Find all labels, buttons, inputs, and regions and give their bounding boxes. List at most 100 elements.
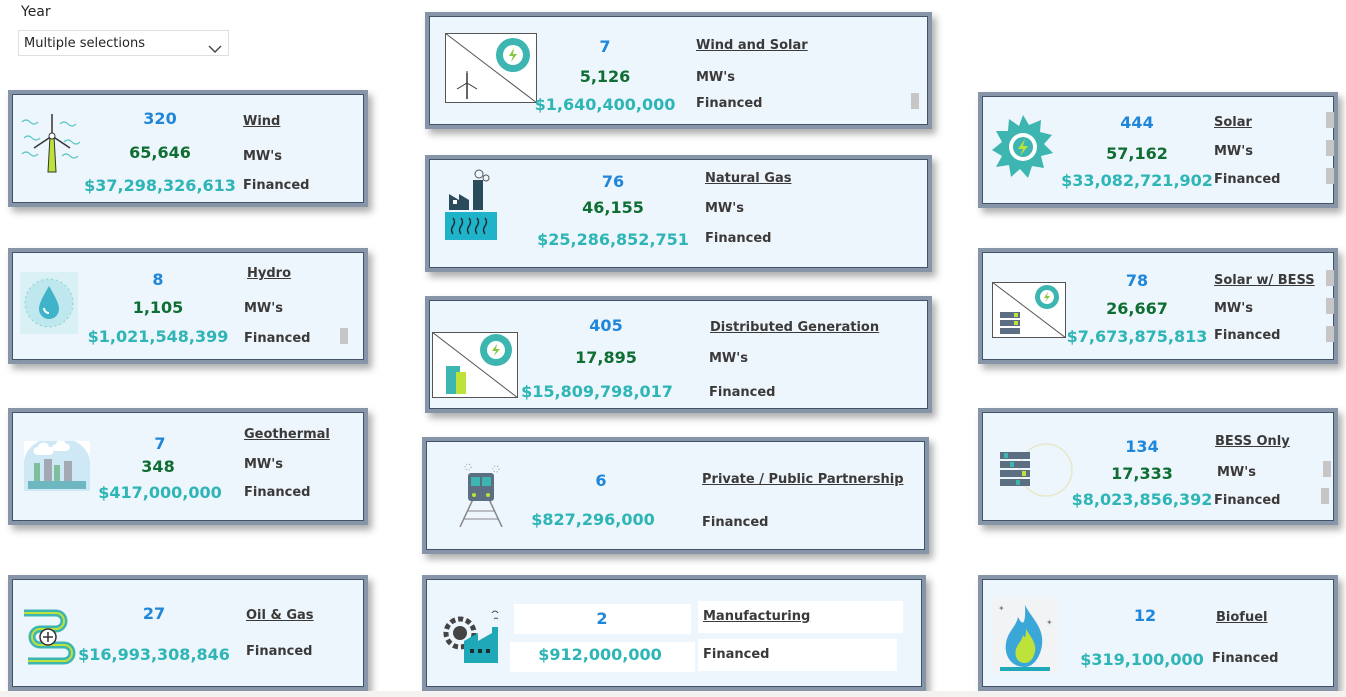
water-drop-icon	[20, 272, 78, 334]
card-distributed-generation[interactable]: 405 17,895 $15,809,798,017 Distributed G…	[425, 296, 932, 413]
solar-bess-mw-label: MW's	[1214, 301, 1253, 316]
card-biofuel[interactable]: ✦ ✦ 12 $319,100,000 Biofuel Financed	[978, 575, 1338, 691]
ppp-amount: $827,296,000	[531, 510, 655, 529]
bess-mw: 17,333	[1111, 464, 1173, 483]
wind-financed-label: Financed	[243, 178, 310, 193]
hydro-title: Hydro	[247, 266, 292, 281]
solar-bess-title: Solar w/ BESS	[1214, 273, 1315, 288]
geothermal-plant-icon	[24, 441, 90, 491]
oil-gas-title: Oil & Gas	[246, 608, 314, 623]
solar-mw: 57,162	[1106, 144, 1168, 163]
wind-turbine-icon	[20, 108, 84, 174]
biofuel-title: Biofuel	[1216, 610, 1268, 625]
chevron-down-icon[interactable]	[208, 38, 222, 53]
distributed-mw: 17,895	[575, 348, 637, 367]
distributed-title: Distributed Generation	[710, 320, 880, 335]
wind-amount: $37,298,326,613	[84, 176, 236, 195]
solar-financed-label: Financed	[1214, 172, 1281, 187]
solar-scrollbar-2[interactable]	[1326, 140, 1334, 156]
solar-bess-amount: $7,673,875,813	[1066, 327, 1208, 346]
wind-solar-icon	[445, 33, 537, 103]
manufacturing-count: 2	[596, 609, 608, 628]
ppp-title: Private / Public Partnership	[702, 472, 904, 487]
manufacturing-title-box	[698, 601, 903, 633]
wind-solar-financed-label: Financed	[696, 96, 763, 111]
year-slicer-title: Year	[21, 4, 51, 20]
solar-count: 444	[1120, 113, 1154, 132]
manufacturing-financed-box	[698, 639, 897, 671]
hydro-amount: $1,021,548,399	[87, 327, 229, 346]
geothermal-amount: $417,000,000	[98, 483, 222, 502]
card-wind[interactable]: 320 65,646 $37,298,326,613 Wind MW's Fin…	[8, 90, 368, 207]
sun-bolt-icon	[990, 114, 1056, 180]
bess-scrollbar-2[interactable]	[1321, 488, 1329, 504]
hydro-scrollbar[interactable]	[340, 328, 348, 344]
gas-plant-icon	[445, 168, 501, 240]
card-private-public-partnership[interactable]: 6 $827,296,000 Private / Public Partners…	[422, 437, 929, 554]
oil-gas-financed-label: Financed	[246, 644, 313, 659]
solar-bess-scrollbar-2[interactable]	[1326, 298, 1334, 314]
bottom-edge	[0, 691, 1346, 697]
solar-title: Solar	[1214, 115, 1252, 130]
wind-mw-label: MW's	[243, 149, 282, 164]
card-bess-only[interactable]: 134 17,333 $8,023,856,392 BESS Only MW's…	[978, 408, 1338, 525]
card-manufacturing[interactable]: 2 $912,000,000 Manufacturing Financed	[422, 575, 926, 691]
wind-solar-count: 7	[599, 37, 611, 56]
flame-icon: ✦ ✦	[992, 597, 1058, 673]
distributed-amount: $15,809,798,017	[521, 382, 673, 401]
wind-solar-title: Wind and Solar	[696, 38, 808, 53]
hydro-financed-label: Financed	[244, 331, 311, 346]
geothermal-title: Geothermal	[244, 427, 330, 442]
natural-gas-title: Natural Gas	[705, 171, 792, 186]
distributed-count: 405	[589, 316, 623, 335]
card-natural-gas[interactable]: 76 46,155 $25,286,852,751 Natural Gas MW…	[425, 155, 932, 272]
ppp-count: 6	[595, 471, 607, 490]
wind-solar-mw: 5,126	[579, 67, 631, 86]
card-oil-gas[interactable]: 27 $16,993,308,846 Oil & Gas Financed	[8, 575, 368, 691]
solar-scrollbar-1[interactable]	[1326, 112, 1334, 128]
manufacturing-financed-label: Financed	[703, 647, 770, 662]
bess-mw-label: MW's	[1217, 465, 1256, 480]
card-wind-solar[interactable]: 7 5,126 $1,640,400,000 Wind and Solar MW…	[425, 12, 932, 129]
card-hydro[interactable]: 8 1,105 $1,021,548,399 Hydro MW's Financ…	[8, 248, 368, 364]
manufacturing-amount-box	[510, 642, 695, 672]
wind-mw: 65,646	[129, 143, 191, 162]
bess-scrollbar-1[interactable]	[1323, 461, 1331, 477]
solar-scrollbar-3[interactable]	[1326, 168, 1334, 184]
biofuel-count: 12	[1133, 606, 1157, 625]
natural-gas-financed-label: Financed	[705, 231, 772, 246]
distributed-generation-icon	[432, 332, 518, 398]
natural-gas-mw: 46,155	[582, 198, 644, 217]
natural-gas-mw-label: MW's	[705, 201, 744, 216]
geothermal-mw: 348	[141, 457, 175, 476]
solar-mw-label: MW's	[1214, 144, 1253, 159]
battery-icon	[998, 442, 1074, 498]
geothermal-financed-label: Financed	[244, 485, 311, 500]
bess-count: 134	[1125, 437, 1159, 456]
wind-title: Wind	[243, 114, 281, 129]
solar-bess-financed-label: Financed	[1214, 328, 1281, 343]
oil-gas-count: 27	[142, 604, 166, 623]
manufacturing-count-box	[514, 604, 691, 634]
manufacturing-amount: $912,000,000	[538, 645, 662, 664]
solar-bess-scrollbar-1[interactable]	[1326, 270, 1334, 286]
wind-solar-mw-label: MW's	[696, 70, 735, 85]
svg-text:✦: ✦	[998, 604, 1005, 613]
card-solar-bess[interactable]: 78 26,667 $7,673,875,813 Solar w/ BESS M…	[978, 248, 1338, 364]
card-geothermal[interactable]: 7 348 $417,000,000 Geothermal MW's Finan…	[8, 408, 368, 525]
solar-battery-icon	[992, 282, 1066, 338]
manufacturing-title: Manufacturing	[703, 609, 811, 624]
wind-solar-amount: $1,640,400,000	[534, 95, 676, 114]
natural-gas-amount: $25,286,852,751	[537, 230, 689, 249]
distributed-financed-label: Financed	[709, 385, 776, 400]
year-slicer-dropdown[interactable]: Multiple selections	[18, 30, 229, 56]
wind-count: 320	[143, 109, 177, 128]
pipeline-icon	[20, 605, 80, 671]
card-solar[interactable]: 444 57,162 $33,082,721,902 Solar MW's Fi…	[978, 92, 1338, 208]
solar-bess-scrollbar-3[interactable]	[1326, 326, 1334, 342]
distributed-mw-label: MW's	[709, 351, 748, 366]
factory-gear-icon	[442, 607, 504, 665]
biofuel-financed-label: Financed	[1212, 651, 1279, 666]
train-icon	[454, 461, 508, 527]
wind-solar-scrollbar[interactable]	[911, 93, 919, 109]
